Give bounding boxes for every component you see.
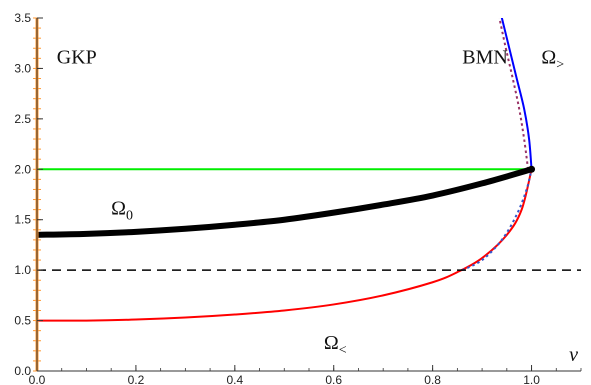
- annotation-omega: Ω>: [541, 46, 564, 72]
- y-tick-label: 1.5: [14, 213, 31, 227]
- series-solid-1-line: [37, 168, 533, 322]
- x-tick-label: 0.6: [325, 373, 342, 385]
- y-tick-label: 0.5: [14, 314, 31, 328]
- x-tick-label: 0.2: [128, 373, 145, 385]
- y-tick-label: 0.0: [14, 364, 31, 378]
- x-tick-label: 0.8: [424, 373, 441, 385]
- plot-area: [37, 18, 581, 322]
- y-tick-label: 3.0: [14, 61, 31, 75]
- series-dotted-4-line: [498, 18, 530, 170]
- annotations: v GKP BMN Ω> Ω0 Ω<: [57, 46, 578, 366]
- y-tick-label: 2.5: [14, 112, 31, 126]
- x-axis-label: v: [569, 344, 578, 366]
- annotation-bmn: BMN: [462, 46, 508, 68]
- junction-point: [528, 165, 536, 173]
- y-tick-label: 1.0: [14, 263, 31, 277]
- x-tick-label: 0.0: [29, 373, 46, 385]
- y-tick-label: 3.5: [14, 11, 31, 25]
- y-tick-label: 2.0: [14, 162, 31, 176]
- annotation-0: Ω0: [111, 198, 133, 224]
- axes: 0.0 0.2 0.4 0.6 0.8 1.0 0.0 0.5 1.0 1.5 2.0 2.5 3.0 3…: [14, 11, 582, 385]
- series-0-line: [37, 166, 535, 238]
- series-solid-2-line: [500, 18, 533, 171]
- x-tick-label: 1.0: [523, 373, 540, 385]
- annotation-gkp: GKP: [57, 46, 97, 68]
- x-tick-label: 0.4: [226, 373, 243, 385]
- annotation-omega: Ω<: [324, 332, 347, 358]
